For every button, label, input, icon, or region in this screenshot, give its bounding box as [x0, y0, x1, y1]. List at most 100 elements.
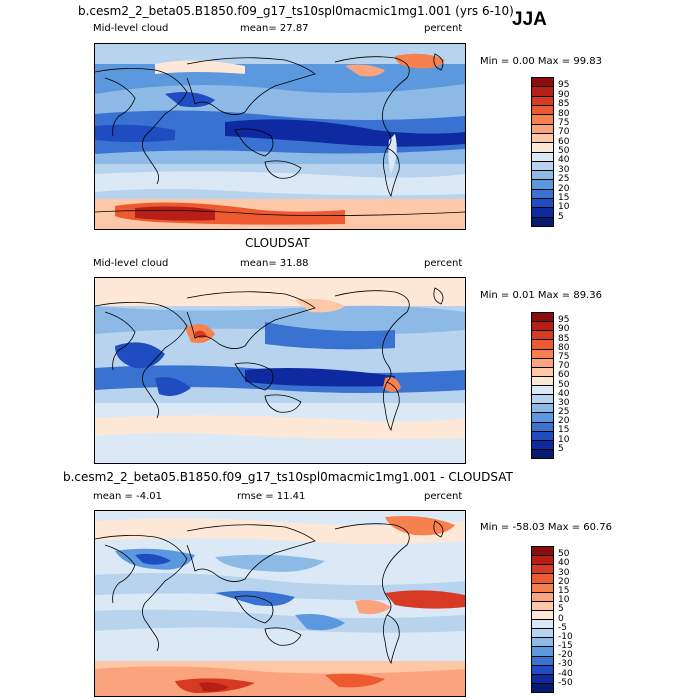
colorbar-level-label: 85: [558, 333, 570, 344]
colorbar-swatch: [532, 404, 553, 414]
colorbar-level-label: 90: [558, 324, 570, 335]
colorbar-swatch: [532, 78, 553, 88]
colorbar-swatch: [532, 313, 553, 323]
colorbar-level-label: -5: [558, 622, 567, 633]
colorbar-swatch: [532, 431, 553, 441]
colorbar-level-label: 75: [558, 117, 570, 128]
panel2-map: [94, 277, 466, 464]
panel1-minmax: Min = 0.00 Max = 99.83: [480, 56, 602, 67]
colorbar-level-label: -30: [558, 659, 573, 670]
colorbar-level-label: 15: [558, 425, 570, 436]
colorbar-swatch: [532, 449, 553, 458]
colorbar-swatch: [532, 322, 553, 332]
colorbar-level-label: 95: [558, 315, 570, 326]
panel1-mean: mean= 27.87: [240, 23, 309, 34]
colorbar-swatch: [532, 376, 553, 386]
colorbar-swatch: [532, 217, 553, 226]
season-label: JJA: [512, 9, 547, 30]
colorbar-swatch: [532, 440, 553, 450]
colorbar-swatch: [532, 133, 553, 144]
panel3-title: b.cesm2_2_beta05.B1850.f09_g17_ts10spl0m…: [63, 470, 513, 484]
colorbar-level-label: 50: [558, 549, 570, 560]
panel1-colorbar: [531, 77, 554, 227]
colorbar-swatch: [532, 367, 553, 377]
colorbar-level-label: -15: [558, 641, 573, 652]
colorbar-swatch: [532, 124, 553, 134]
colorbar-swatch: [532, 115, 553, 125]
panel1-colorbar-labels: 95 90 85 80 75 70 60 50 40 30 25 20 15 10 5: [558, 77, 588, 227]
colorbar-level-label: 60: [558, 370, 570, 381]
colorbar-swatch: [532, 610, 553, 620]
panel3-colorbar-labels: 50 40 30 20 15 10 5 0 -5 -10 -15 -20 -30 -40 -50: [558, 546, 588, 693]
colorbar-level-label: 70: [558, 361, 570, 372]
panel3-colorbar: [531, 546, 554, 693]
colorbar-swatch: [532, 152, 553, 162]
colorbar-swatch: [532, 143, 553, 153]
colorbar-level-label: 25: [558, 174, 570, 185]
panel2-title: CLOUDSAT: [245, 236, 310, 250]
colorbar-level-label: 70: [558, 127, 570, 138]
colorbar-swatch: [532, 683, 553, 692]
colorbar-swatch: [532, 638, 553, 648]
colorbar-level-label: 80: [558, 342, 570, 353]
colorbar-level-label: 50: [558, 379, 570, 390]
colorbar-level-label: 10: [558, 434, 570, 445]
colorbar-level-label: 40: [558, 558, 570, 569]
colorbar-level-label: -20: [558, 650, 573, 661]
colorbar-level-label: 85: [558, 99, 570, 110]
colorbar-swatch: [532, 665, 553, 675]
colorbar-level-label: 75: [558, 351, 570, 362]
colorbar-swatch: [532, 395, 553, 405]
colorbar-swatch: [532, 349, 553, 359]
colorbar-swatch: [532, 647, 553, 657]
colorbar-swatch: [532, 422, 553, 432]
panel3-mean: mean = -4.01: [93, 491, 162, 502]
colorbar-swatch: [532, 189, 553, 200]
panel2-unit: percent: [424, 258, 463, 269]
colorbar-level-label: 60: [558, 136, 570, 147]
colorbar-level-label: 90: [558, 89, 570, 100]
colorbar-level-label: 20: [558, 416, 570, 427]
colorbar-swatch: [532, 105, 553, 116]
colorbar-swatch: [532, 629, 553, 639]
colorbar-swatch: [532, 413, 553, 423]
colorbar-level-label: 20: [558, 183, 570, 194]
colorbar-level-label: -40: [558, 668, 573, 679]
panel3-map: [94, 510, 466, 697]
panel2-minmax: Min = 0.01 Max = 89.36: [480, 290, 602, 301]
colorbar-swatch: [532, 556, 553, 566]
colorbar-swatch: [532, 358, 553, 368]
colorbar-level-label: -10: [558, 631, 573, 642]
colorbar-swatch: [532, 674, 553, 684]
colorbar-level-label: 30: [558, 397, 570, 408]
panel1-map: [94, 43, 466, 230]
colorbar-level-label: 15: [558, 585, 570, 596]
colorbar-level-label: 30: [558, 164, 570, 175]
colorbar-swatch: [532, 565, 553, 575]
colorbar-swatch: [532, 583, 553, 593]
colorbar-level-label: 10: [558, 595, 570, 606]
colorbar-swatch: [532, 96, 553, 106]
panel2-map-field: [95, 278, 465, 463]
colorbar-swatch: [532, 180, 553, 190]
colorbar-swatch: [532, 574, 553, 584]
colorbar-swatch: [532, 592, 553, 602]
colorbar-level-label: 25: [558, 407, 570, 418]
colorbar-swatch: [532, 199, 553, 209]
colorbar-swatch: [532, 87, 553, 97]
panel3-unit: percent: [424, 491, 463, 502]
colorbar-swatch: [532, 340, 553, 350]
colorbar-level-label: 5: [558, 604, 564, 615]
colorbar-swatch: [532, 161, 553, 172]
panel1-unit: percent: [424, 23, 463, 34]
colorbar-swatch: [532, 331, 553, 341]
colorbar-level-label: -50: [558, 677, 573, 688]
colorbar-level-label: 5: [558, 443, 564, 454]
colorbar-swatch: [532, 656, 553, 666]
panel3-rmse: rmse = 11.41: [237, 491, 306, 502]
colorbar-level-label: 40: [558, 155, 570, 166]
panel2-colorbar: [531, 312, 554, 459]
colorbar-level-label: 30: [558, 567, 570, 578]
colorbar-swatch: [532, 620, 553, 630]
colorbar-level-label: 50: [558, 146, 570, 156]
